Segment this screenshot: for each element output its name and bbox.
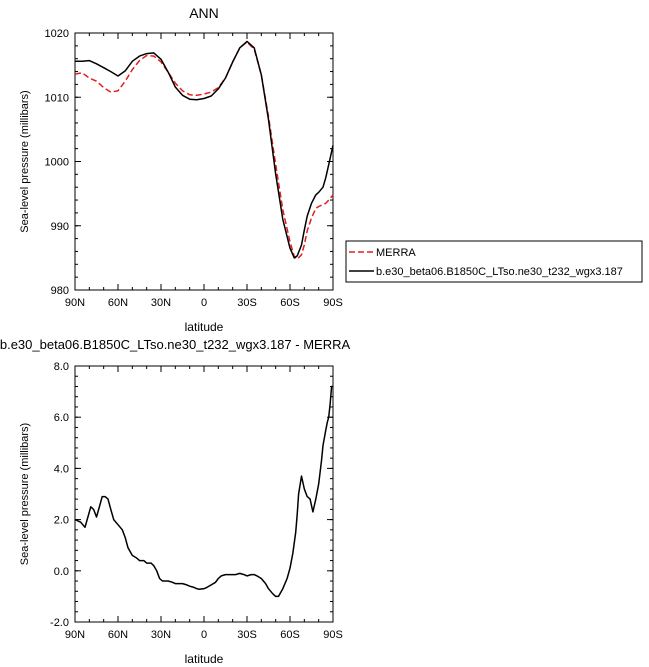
x-tick-label: 90N	[65, 629, 85, 641]
x-tick-label: 90N	[65, 297, 85, 309]
x-tick-label: 30N	[151, 297, 171, 309]
series-line-0	[74, 385, 333, 598]
plot-frame	[74, 32, 334, 291]
chart-title: b.e30_beta06.B1850C_LTso.ne30_t232_wgx3.…	[0, 337, 350, 352]
y-tick-label: 8.0	[54, 361, 69, 373]
x-tick-label: 90S	[323, 297, 343, 309]
y-tick-label: 980	[51, 285, 69, 297]
x-tick-label: 0	[201, 629, 207, 641]
x-tick-label: 30N	[151, 629, 171, 641]
legend-label: MERRA	[376, 247, 416, 259]
y-tick-label: 1000	[45, 157, 69, 169]
legend-label: b.e30_beta06.B1850C_LTso.ne30_t232_wgx3.…	[376, 266, 623, 278]
x-tick-label: 60N	[108, 629, 128, 641]
legend: MERRA b.e30_beta06.B1850C_LTso.ne30_t232_…	[345, 240, 643, 283]
x-tick-label: 60S	[280, 629, 300, 641]
y-tick-label: 1010	[45, 92, 69, 104]
difference-panel: b.e30_beta06.B1850C_LTso.ne30_t232_wgx3.…	[0, 337, 350, 666]
y-tick-label: 2.0	[54, 515, 69, 527]
y-tick-label: -2.0	[50, 617, 69, 629]
x-axis-label: latitude	[185, 320, 224, 334]
y-tick-label: 4.0	[54, 463, 69, 475]
y-axis-label: Sea-level pressure (millibars)	[19, 423, 31, 565]
series-line-1	[75, 40, 334, 259]
y-axis-label: Sea-level pressure (millibars)	[19, 90, 31, 232]
x-tick-label: 0	[201, 297, 207, 309]
x-tick-label: 30S	[237, 629, 257, 641]
x-axis-label: latitude	[185, 652, 224, 666]
y-tick-label: 1020	[45, 28, 69, 40]
legend-box	[345, 240, 643, 283]
y-tick-label: 0.0	[54, 566, 69, 578]
x-tick-label: 60S	[280, 297, 300, 309]
plot-frame	[74, 365, 334, 623]
x-tick-label: 90S	[323, 629, 343, 641]
x-tick-label: 30S	[237, 297, 257, 309]
x-tick-label: 60N	[108, 297, 128, 309]
chart-title: ANN	[189, 5, 219, 21]
series-line-0	[74, 41, 334, 260]
mean-slp-panel: ANN 90N 60N 30N 0 30S 60S 90S 1020 1010 1000 990 980…	[19, 5, 343, 334]
y-tick-label: 990	[51, 221, 69, 233]
y-tick-label: 6.0	[54, 412, 69, 424]
